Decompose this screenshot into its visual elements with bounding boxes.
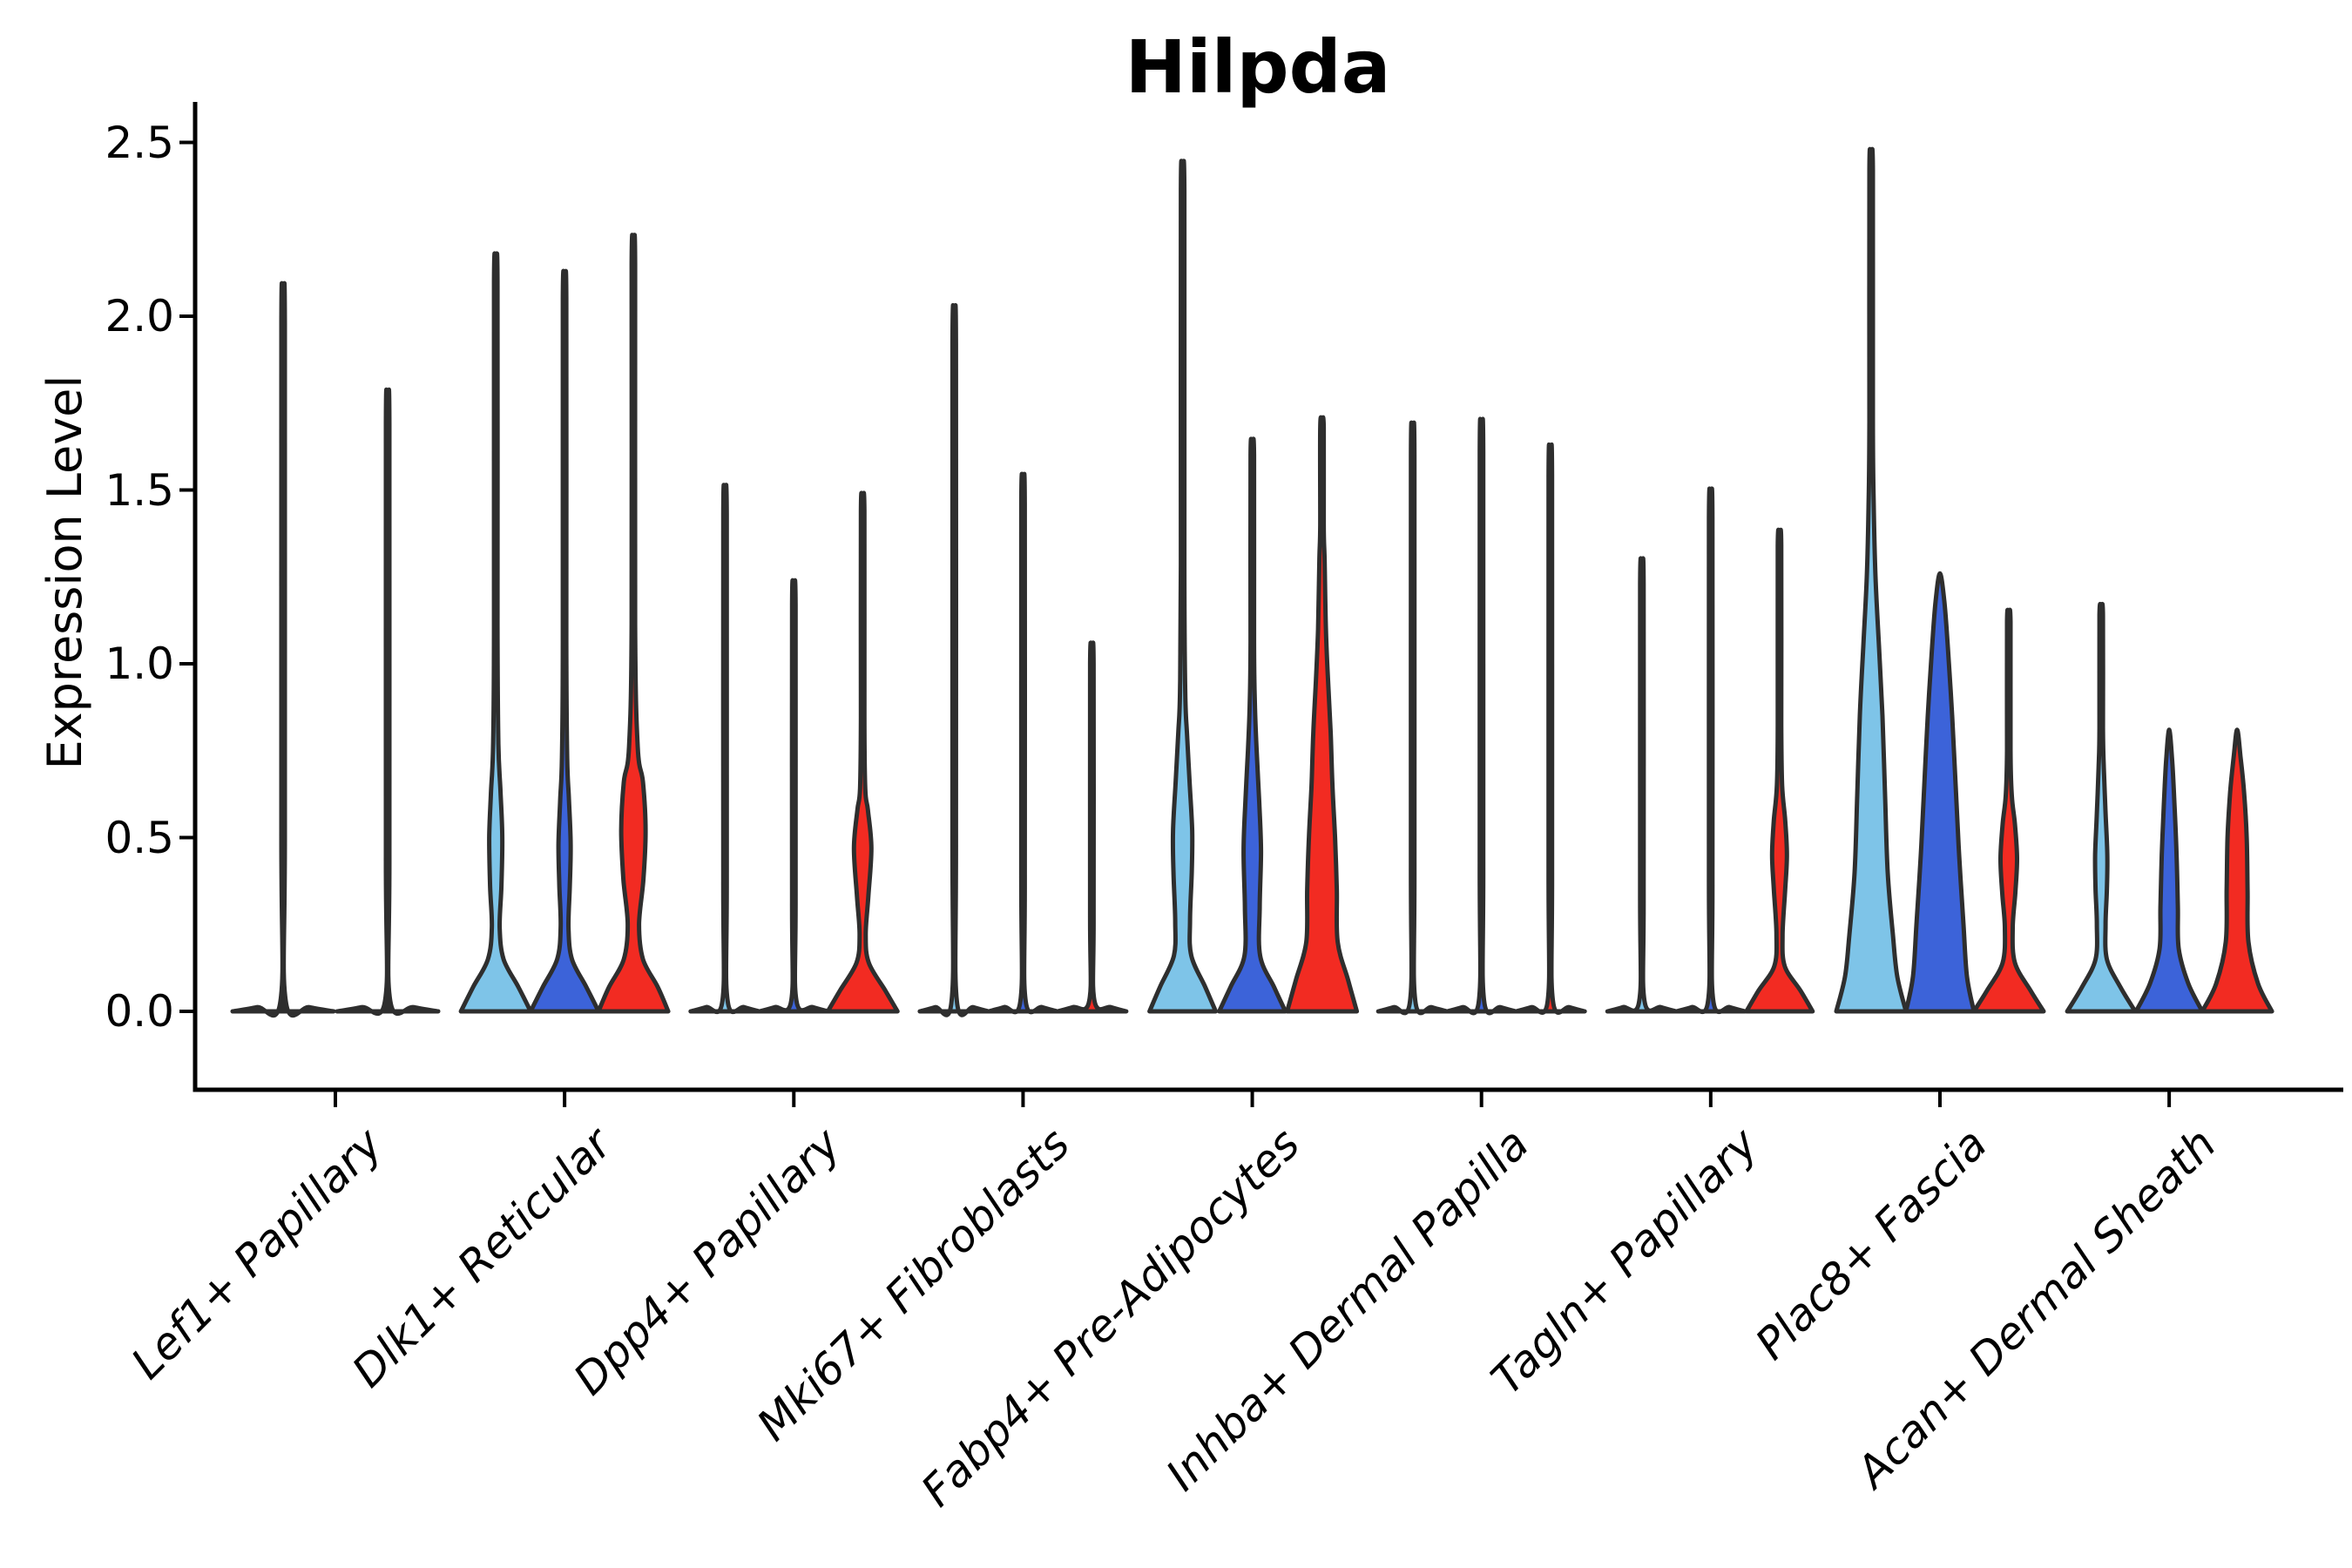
- violin-6-3: [1513, 443, 1587, 1015]
- violin-9-3: [2200, 727, 2274, 1014]
- violin-8-1: [1834, 146, 1909, 1014]
- violin-5-1: [1147, 159, 1219, 1014]
- violin-2-2: [528, 268, 601, 1014]
- violin-6-2: [1444, 416, 1518, 1016]
- violin-1-2: [335, 387, 441, 1016]
- violin-4-1: [917, 302, 991, 1017]
- y-tick-label: 1.0: [105, 639, 174, 689]
- y-tick-label: 2.0: [105, 291, 174, 341]
- violin-5-3: [1285, 415, 1360, 1014]
- y-tick-label: 2.5: [105, 117, 174, 168]
- violin-8-2: [1903, 571, 1977, 1014]
- violin-3-2: [757, 578, 831, 1014]
- y-tick-label: 0.5: [105, 812, 174, 863]
- violin-5-2: [1217, 436, 1288, 1014]
- violin-7-3: [1744, 527, 1815, 1014]
- violin-1-1: [230, 280, 336, 1018]
- violin-3-3: [825, 490, 900, 1014]
- violin-9-1: [2065, 602, 2138, 1014]
- violin-9-2: [2133, 727, 2205, 1014]
- y-tick-label: 1.5: [105, 464, 174, 516]
- y-tick-label: 0.0: [105, 986, 174, 1037]
- violin-4-3: [1055, 640, 1129, 1014]
- page-title: Hilpda: [1125, 24, 1391, 110]
- violin-7-1: [1605, 556, 1679, 1014]
- violin-8-3: [1971, 607, 2046, 1014]
- violin-2-3: [596, 233, 671, 1014]
- violin-2-1: [458, 251, 533, 1014]
- violin-7-2: [1673, 486, 1747, 1015]
- violin-6-1: [1375, 420, 1450, 1016]
- violin-4-2: [986, 471, 1060, 1015]
- violin-3-1: [688, 483, 762, 1015]
